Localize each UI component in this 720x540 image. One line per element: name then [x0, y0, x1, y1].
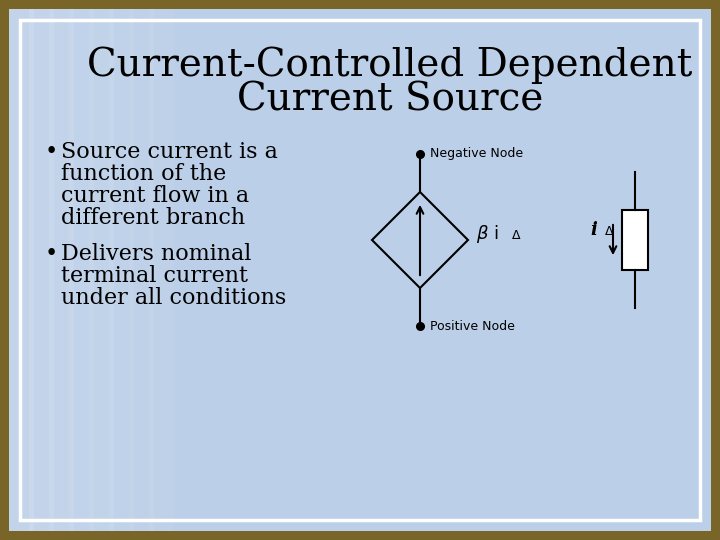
FancyBboxPatch shape — [89, 9, 114, 531]
Text: •: • — [45, 243, 58, 265]
FancyBboxPatch shape — [69, 9, 94, 531]
Text: Negative Node: Negative Node — [430, 147, 523, 160]
FancyBboxPatch shape — [109, 9, 134, 531]
FancyBboxPatch shape — [49, 9, 74, 531]
Text: under all conditions: under all conditions — [61, 287, 287, 309]
Text: terminal current: terminal current — [61, 265, 248, 287]
Text: •: • — [45, 141, 58, 163]
FancyBboxPatch shape — [9, 9, 34, 531]
Text: i: i — [590, 221, 597, 239]
Text: current flow in a: current flow in a — [61, 185, 249, 207]
Text: $\beta$ i: $\beta$ i — [476, 223, 498, 245]
Text: Positive Node: Positive Node — [430, 320, 515, 333]
Text: Δ: Δ — [512, 229, 521, 242]
Text: Current-Controlled Dependent: Current-Controlled Dependent — [87, 46, 693, 84]
FancyBboxPatch shape — [622, 210, 648, 270]
FancyBboxPatch shape — [129, 9, 154, 531]
Text: Δ: Δ — [605, 225, 613, 238]
FancyBboxPatch shape — [9, 9, 711, 531]
Text: Source current is a: Source current is a — [61, 141, 278, 163]
FancyBboxPatch shape — [29, 9, 54, 531]
Text: Delivers nominal: Delivers nominal — [61, 243, 251, 265]
Text: different branch: different branch — [61, 207, 245, 229]
Text: Current Source: Current Source — [237, 82, 543, 118]
Text: function of the: function of the — [61, 163, 226, 185]
FancyBboxPatch shape — [149, 9, 174, 531]
